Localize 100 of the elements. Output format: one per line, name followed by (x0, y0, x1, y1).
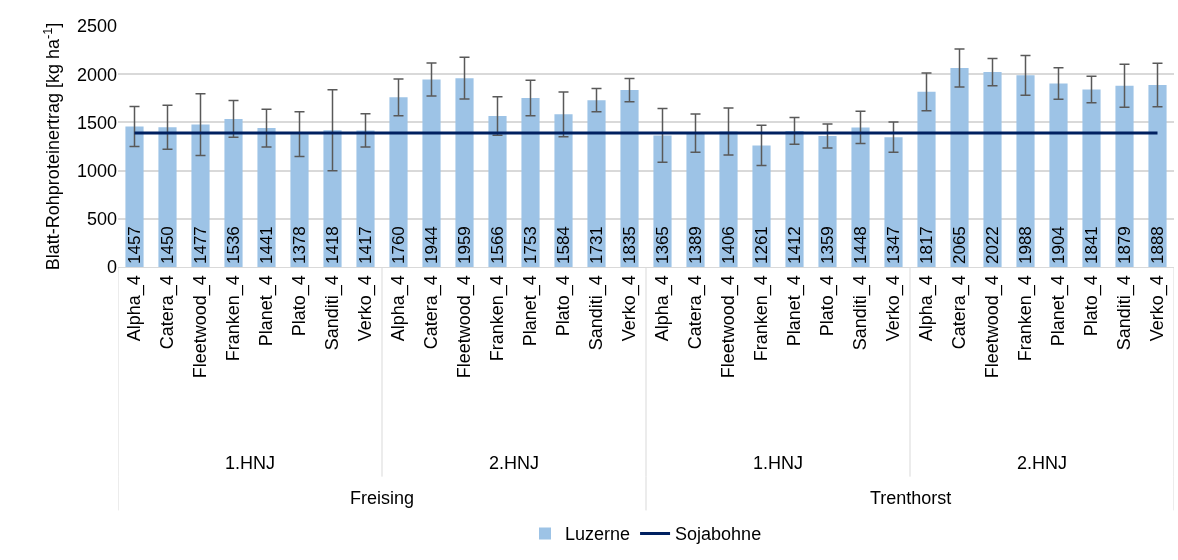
bar (1016, 75, 1035, 267)
data-label: 1347 (884, 226, 904, 264)
x-tick-label: Fleetwood_4 (454, 275, 476, 379)
x-tick-label: Catera_4 (949, 275, 971, 350)
x-tick-label: Franken_4 (223, 275, 245, 362)
x-tick-label: Alpha_4 (916, 275, 938, 342)
bar (719, 131, 738, 267)
bar (785, 130, 804, 267)
bar (653, 135, 672, 267)
bar (455, 78, 474, 267)
data-label: 1441 (257, 226, 277, 264)
bar (1148, 85, 1167, 267)
bar (389, 97, 408, 267)
bar (356, 130, 375, 267)
y-tick-label: 2500 (76, 16, 117, 37)
data-label: 1760 (389, 226, 408, 264)
x-tick-label: Sanditi_4 (322, 275, 344, 351)
x-tick-label: Franken_4 (751, 275, 773, 362)
x-tick-label: Franken_4 (1015, 275, 1037, 362)
data-label: 1406 (719, 226, 739, 264)
legend-label: Sojabohne (675, 524, 762, 545)
data-label: 1988 (1016, 226, 1036, 264)
bar (521, 98, 540, 267)
data-label: 1359 (818, 226, 838, 264)
data-label: 1959 (455, 226, 475, 264)
data-label: 1450 (158, 226, 177, 264)
x-tick-label: Catera_4 (421, 275, 443, 350)
x-tick-label: Verko_4 (355, 275, 377, 342)
x-tick-label: Verko_4 (619, 275, 641, 342)
x-tick-label: Sanditi_4 (850, 275, 872, 351)
bar (884, 137, 903, 267)
bar (983, 72, 1002, 267)
data-label: 1477 (191, 226, 211, 264)
bar (950, 67, 969, 267)
x-tick-label: Alpha_4 (388, 275, 410, 342)
bar (125, 126, 144, 267)
data-label: 1448 (851, 226, 871, 264)
data-label: 1944 (422, 226, 442, 264)
legend-label: Luzerne (565, 524, 631, 545)
x-tick-label: Plato_4 (553, 275, 575, 337)
data-label: 1536 (224, 226, 244, 264)
data-label: 1261 (752, 226, 772, 264)
x-tick-label: Sanditi_4 (586, 275, 608, 351)
bar (488, 116, 507, 267)
x-tick-label: Planet_4 (256, 275, 278, 347)
y-tick-label: 1000 (76, 160, 117, 181)
y-tick-label: 2000 (76, 64, 117, 85)
x-tick-label: Sanditi_4 (1114, 275, 1136, 351)
bar (191, 124, 210, 267)
bar (620, 90, 639, 267)
x-tick-label: Catera_4 (157, 275, 179, 350)
bar (917, 91, 936, 267)
x-tick-label: Planet_4 (520, 275, 542, 347)
data-label: 1879 (1115, 226, 1135, 264)
x-tick-label: Alpha_4 (652, 275, 674, 342)
data-label: 1365 (652, 226, 672, 264)
x-tick-label: Planet_4 (1048, 275, 1070, 347)
bar (290, 134, 309, 267)
bar (257, 128, 276, 267)
data-label: 1418 (323, 226, 343, 264)
text: 2.HNJ (1017, 453, 1068, 473)
y-tick-label: 1500 (76, 112, 117, 133)
data-label: 2022 (983, 226, 1003, 264)
data-label: 1835 (620, 226, 640, 264)
data-label: 1412 (785, 226, 805, 264)
data-label: 1888 (1148, 226, 1168, 264)
x-tick-label: Verko_4 (1147, 275, 1169, 342)
data-label: 1731 (587, 226, 607, 264)
data-label: 2065 (950, 226, 970, 264)
text: Trenthorst (870, 488, 952, 508)
x-tick-label: Plato_4 (289, 275, 311, 337)
bar (1082, 89, 1101, 267)
bar (587, 100, 606, 267)
bar (554, 114, 573, 267)
bar (818, 135, 837, 267)
data-label: 1566 (488, 226, 508, 264)
bar (224, 118, 243, 267)
text: 1.HNJ (225, 453, 276, 473)
bar (158, 127, 177, 267)
bar (752, 145, 771, 267)
bar (851, 127, 870, 267)
x-tick-label: Fleetwood_4 (190, 275, 212, 379)
x-tick-label: Franken_4 (487, 275, 509, 362)
data-label: 1817 (917, 226, 937, 264)
x-tick-label: Fleetwood_4 (982, 275, 1004, 379)
data-label: 1584 (554, 226, 574, 264)
bar (422, 79, 441, 267)
text: 2.HNJ (489, 453, 540, 473)
y-tick-label: 500 (86, 209, 117, 230)
y-tick-label: 0 (106, 257, 117, 278)
x-tick-label: Verko_4 (883, 275, 905, 342)
x-tick-label: Planet_4 (784, 275, 806, 347)
data-label: 1841 (1082, 226, 1102, 264)
data-label: 1457 (125, 226, 144, 264)
x-tick-label: Plato_4 (1081, 275, 1103, 337)
data-label: 1389 (686, 226, 706, 264)
bar (323, 130, 342, 267)
data-label: 1378 (290, 226, 310, 264)
bar (1115, 85, 1134, 267)
data-label: 1753 (521, 226, 541, 264)
